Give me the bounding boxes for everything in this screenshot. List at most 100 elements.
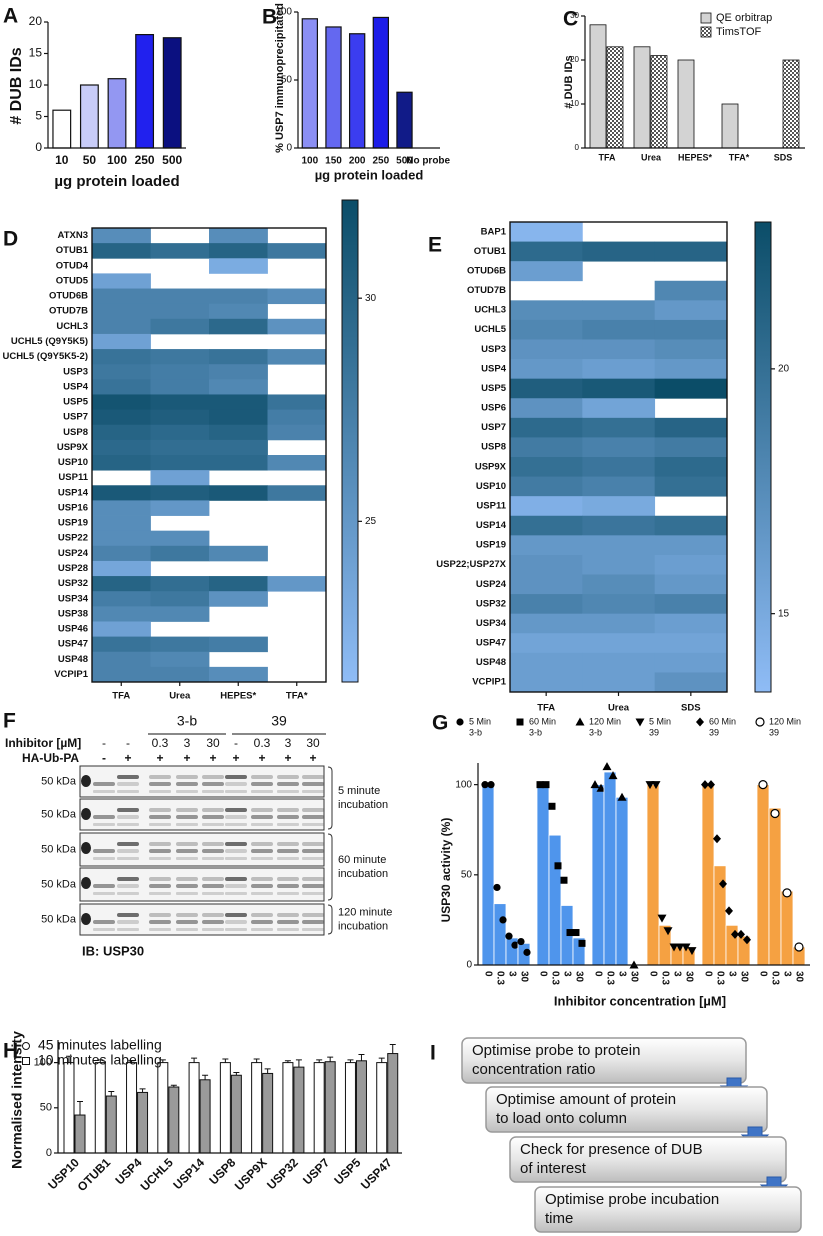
heatmap-cell bbox=[209, 228, 268, 244]
flow-step: Optimise amount of protein bbox=[496, 1091, 676, 1108]
legend-label: 60 Min bbox=[709, 716, 736, 726]
x-tick-label: 150 bbox=[325, 156, 342, 167]
heatmap-cell bbox=[209, 318, 268, 335]
lane-label: + bbox=[156, 751, 163, 765]
band bbox=[251, 808, 273, 812]
band bbox=[302, 790, 324, 793]
x-tick-label: 500 bbox=[162, 153, 182, 167]
heatmap-cell bbox=[209, 379, 268, 395]
heatmap-cell bbox=[92, 273, 151, 289]
band bbox=[251, 790, 273, 793]
bar bbox=[63, 1062, 75, 1154]
legend-marker bbox=[22, 1042, 30, 1050]
x-axis-label: µg protein loaded bbox=[315, 167, 424, 182]
heatmap-cell bbox=[150, 394, 210, 410]
band bbox=[277, 884, 299, 888]
heatmap-cell bbox=[150, 576, 210, 592]
band bbox=[117, 790, 139, 793]
y-tick-label: 0 bbox=[286, 143, 292, 154]
column-label: TFA bbox=[537, 703, 555, 714]
column-label: TFA* bbox=[286, 691, 308, 702]
heatmap-cell bbox=[582, 613, 656, 634]
bar bbox=[396, 91, 413, 149]
band bbox=[225, 782, 247, 786]
bar bbox=[94, 1062, 106, 1154]
band bbox=[93, 857, 115, 860]
x-tick-label: 30 bbox=[628, 971, 639, 983]
band bbox=[277, 815, 299, 819]
panel-letter: I bbox=[430, 1042, 436, 1065]
band bbox=[251, 775, 273, 779]
band bbox=[93, 884, 115, 888]
bar bbox=[79, 84, 99, 149]
row-label: USP14 bbox=[476, 520, 507, 531]
bar bbox=[589, 24, 607, 149]
heatmap-cell bbox=[582, 398, 656, 419]
band bbox=[117, 884, 139, 888]
row-label: USP5 bbox=[63, 397, 89, 408]
band bbox=[117, 928, 139, 931]
bar bbox=[536, 784, 550, 966]
heatmap-cell bbox=[92, 318, 151, 335]
marker bbox=[499, 916, 507, 924]
x-tick-label: 0 bbox=[702, 971, 713, 977]
x-tick-label: 3 bbox=[671, 971, 682, 977]
heatmap-cell bbox=[654, 554, 728, 575]
bar bbox=[301, 18, 319, 149]
marker bbox=[731, 929, 739, 939]
heatmap-cell bbox=[654, 476, 728, 497]
error-bar bbox=[358, 1053, 365, 1061]
heatmap-cell bbox=[510, 319, 583, 340]
band bbox=[117, 842, 139, 846]
y-axis-label: % USP7 immunoprecipitated bbox=[274, 3, 286, 153]
band bbox=[277, 790, 299, 793]
band bbox=[302, 892, 324, 895]
bar bbox=[606, 46, 624, 149]
row-label: OTUD7B bbox=[49, 306, 88, 317]
heatmap-cell bbox=[510, 417, 583, 438]
band bbox=[176, 815, 198, 819]
column-label: Urea bbox=[169, 691, 191, 702]
heatmap-cell bbox=[92, 576, 151, 592]
legend-label: 39 bbox=[709, 727, 719, 737]
heatmap-cell bbox=[582, 594, 656, 615]
incubation-label: 5 minute bbox=[338, 785, 380, 797]
band bbox=[117, 823, 139, 826]
band bbox=[202, 808, 224, 812]
y-tick-label: 5 bbox=[35, 109, 42, 123]
band bbox=[202, 849, 224, 853]
heatmap-cell bbox=[150, 318, 210, 335]
heatmap-cell bbox=[582, 535, 656, 556]
heatmap-cell bbox=[92, 560, 151, 577]
band bbox=[302, 782, 324, 786]
bar bbox=[768, 807, 782, 966]
row-label: USP9X bbox=[57, 442, 89, 453]
x-tick-label: TFA bbox=[599, 152, 616, 162]
band bbox=[277, 920, 299, 924]
band bbox=[202, 823, 224, 826]
lane-label: 30 bbox=[306, 736, 320, 750]
incubation-label: incubation bbox=[338, 868, 388, 880]
band bbox=[176, 849, 198, 853]
band bbox=[176, 775, 198, 779]
band bbox=[176, 892, 198, 895]
band bbox=[149, 842, 171, 846]
heatmap-cell bbox=[209, 636, 268, 653]
bar bbox=[481, 784, 495, 966]
bar bbox=[701, 784, 715, 966]
band bbox=[251, 782, 273, 786]
marker bbox=[578, 939, 586, 947]
marker bbox=[554, 862, 562, 870]
heatmap-cell bbox=[582, 574, 656, 595]
bar bbox=[137, 1091, 149, 1154]
size-marker: 50 kDa bbox=[41, 775, 77, 787]
band bbox=[251, 892, 273, 895]
heatmap-cell bbox=[150, 424, 210, 441]
heatmap-cell bbox=[510, 398, 583, 419]
colorbar bbox=[341, 199, 359, 683]
x-tick-label: 30 bbox=[793, 971, 804, 983]
marker bbox=[602, 762, 612, 771]
heatmap-cell bbox=[510, 515, 583, 536]
x-tick-label: 3 bbox=[616, 971, 627, 977]
lane-label: - bbox=[234, 736, 238, 750]
